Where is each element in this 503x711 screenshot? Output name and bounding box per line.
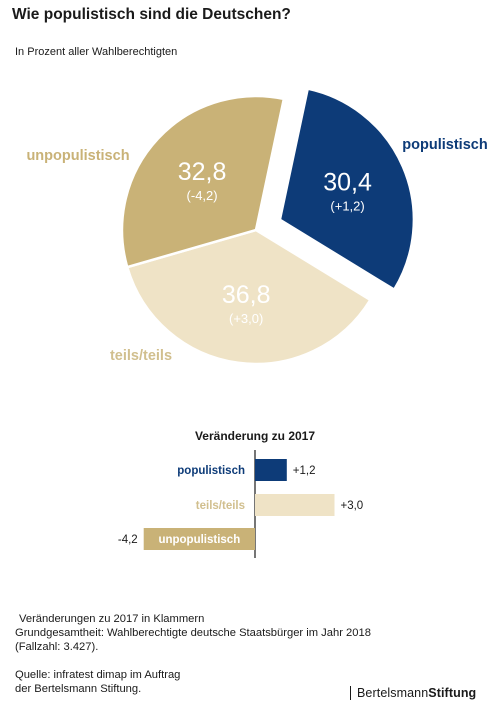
note-sample-size: (Fallzahl: 3.427). — [15, 641, 99, 654]
pie-slice-unpopulistisch — [120, 94, 286, 269]
pie-change-teils-teils: (+3,0) — [229, 311, 263, 326]
pie-slice-teils-teils — [125, 228, 373, 366]
pie-label-teils-teils: teils/teils — [110, 348, 172, 364]
brand-part2: Stiftung — [428, 686, 477, 700]
pie-label-unpopulistisch: unpopulistisch — [26, 148, 129, 164]
pie-value-teils-teils: 36,8 — [222, 281, 271, 309]
pie-slice-populistisch — [278, 87, 416, 292]
pie-change-unpopulistisch: (-4,2) — [187, 188, 218, 203]
change-bar-populistisch — [255, 459, 287, 481]
change-value-populistisch: +1,2 — [293, 465, 316, 477]
change-bar-teils-teils — [255, 494, 335, 516]
chart-title: Wie populistisch sind die Deutschen? — [12, 6, 291, 23]
brand-logo: BertelsmannStiftung — [350, 686, 476, 700]
pie-value-populistisch: 30,4 — [323, 169, 372, 197]
change-category-populistisch: populistisch — [177, 465, 245, 477]
bar-chart-title: Veränderung zu 2017 — [195, 429, 315, 443]
brand-part1: Bertelsmann — [357, 686, 429, 700]
change-value-unpopulistisch: -4,2 — [118, 534, 138, 546]
pie-change-populistisch: (+1,2) — [330, 199, 364, 214]
note-population: Grundgesamtheit: Wahlberechtigte deutsch… — [15, 627, 371, 640]
note-source: Quelle: infratest dimap im Auftrag — [15, 668, 181, 681]
change-category-unpopulistisch: unpopulistisch — [158, 534, 240, 546]
change-bar-unpopulistisch — [143, 528, 255, 550]
pie-chart: 30,4 (+1,2) populistisch 36,8 (+3,0) teils/te… — [26, 87, 488, 366]
change-category-teils-teils: teils/teils — [196, 500, 245, 512]
change-bar-chart: Veränderung zu 2017 +1,2 populistisch +3,0 t… — [118, 429, 364, 558]
footnotes: Veränderungen zu 2017 in Klammern Grundg… — [15, 612, 371, 696]
change-value-teils-teils: +3,0 — [341, 500, 364, 512]
pie-value-unpopulistisch: 32,8 — [178, 158, 227, 186]
note-brackets: Veränderungen zu 2017 in Klammern — [19, 613, 205, 625]
chart-subtitle: In Prozent aller Wahlberechtigten — [15, 46, 178, 58]
note-source-cont: der Bertelsmann Stiftung. — [15, 682, 142, 695]
pie-label-populistisch: populistisch — [402, 137, 487, 153]
